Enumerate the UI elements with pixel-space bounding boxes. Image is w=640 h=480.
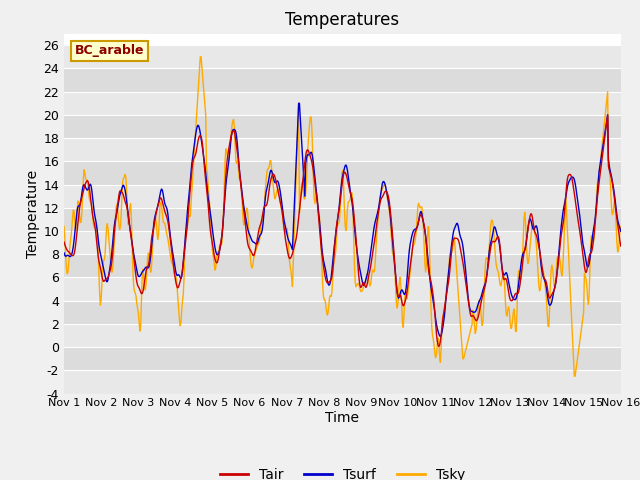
Bar [64, 231, 621, 254]
Text: BC_arable: BC_arable [75, 44, 145, 58]
Bar [64, 45, 621, 69]
Bar [64, 324, 621, 347]
Bar [64, 161, 621, 185]
Bar [64, 347, 621, 371]
Title: Temperatures: Temperatures [285, 11, 399, 29]
Bar [64, 138, 621, 161]
X-axis label: Time: Time [325, 411, 360, 425]
Bar [64, 185, 621, 208]
Bar [64, 254, 621, 277]
Y-axis label: Temperature: Temperature [26, 169, 40, 258]
Bar [64, 92, 621, 115]
Bar [64, 208, 621, 231]
Bar [64, 300, 621, 324]
Bar [64, 277, 621, 300]
Bar [64, 115, 621, 138]
Legend: Tair, Tsurf, Tsky: Tair, Tsurf, Tsky [214, 462, 470, 480]
Bar [64, 69, 621, 92]
Bar [64, 371, 621, 394]
